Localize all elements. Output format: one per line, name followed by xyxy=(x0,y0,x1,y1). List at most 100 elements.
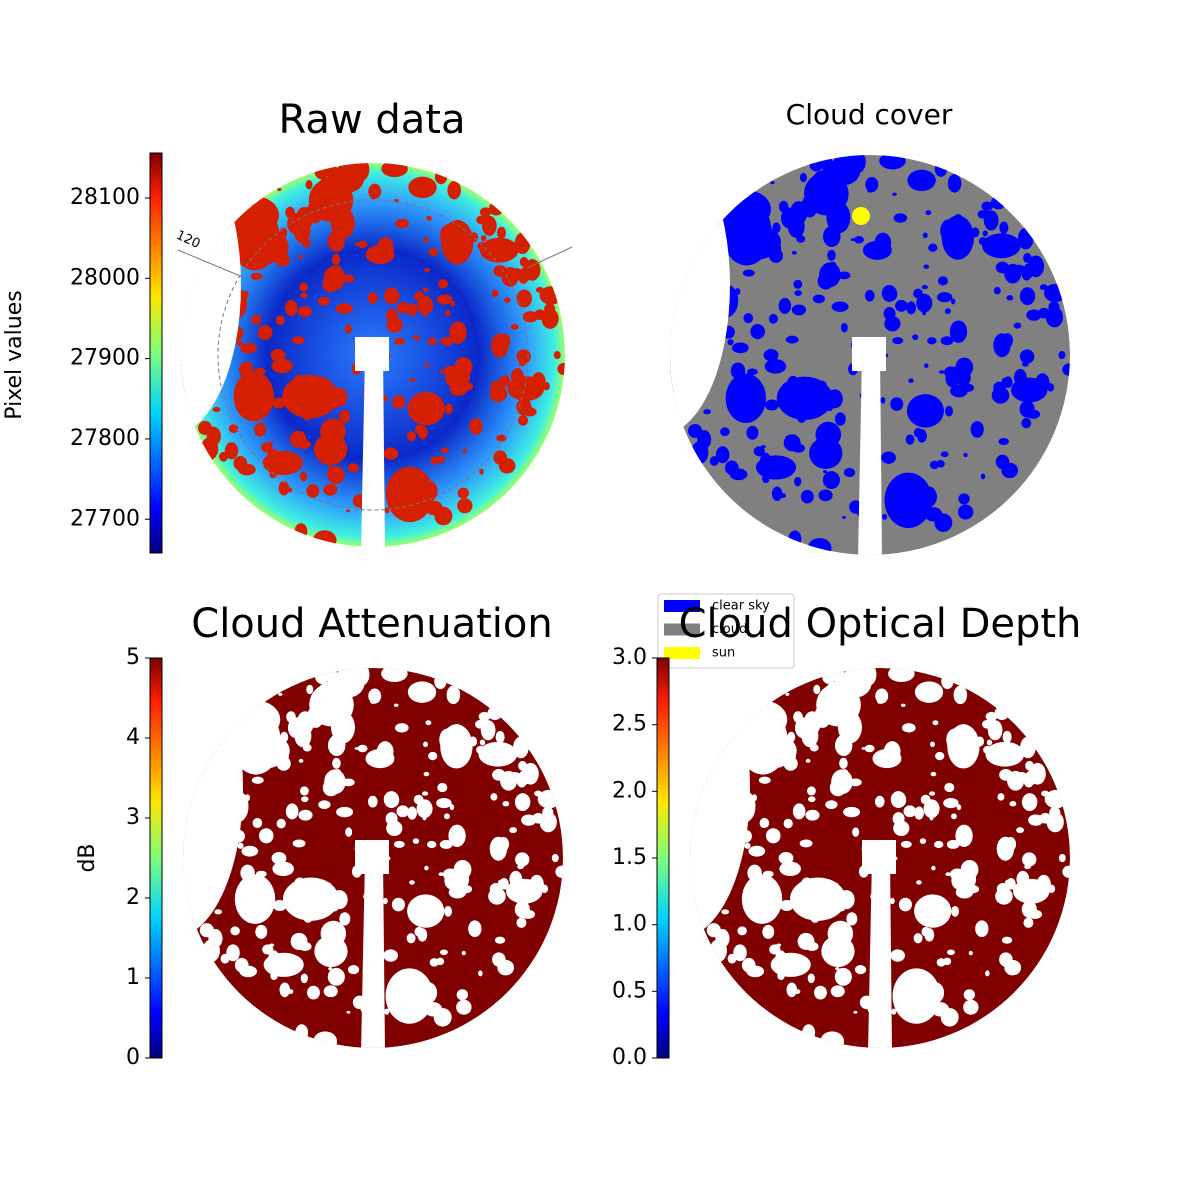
cloud-patch xyxy=(272,900,287,911)
cloud-patch xyxy=(787,215,805,238)
cloud-patch xyxy=(339,409,351,424)
cloud-patch xyxy=(943,797,959,809)
cloud-patch xyxy=(928,243,938,252)
cloud-patch xyxy=(895,299,908,312)
cloud-patch xyxy=(422,791,429,796)
cloud-patch xyxy=(294,724,312,748)
cloud-patch xyxy=(518,415,529,426)
cloud-patch xyxy=(982,230,988,237)
cloud-patch xyxy=(956,368,971,387)
cloud-patch xyxy=(920,904,926,909)
cloud-patch xyxy=(890,397,904,411)
cloud-patch xyxy=(237,842,244,849)
cloud-patch xyxy=(1048,301,1060,314)
cloud-patch xyxy=(735,288,741,296)
cloud-patch xyxy=(1009,801,1017,807)
cloud-patch xyxy=(706,923,721,938)
cloud-patch xyxy=(956,804,962,811)
cloud-patch xyxy=(914,681,944,703)
cloud-patch xyxy=(521,814,537,826)
cloud-patch xyxy=(479,237,519,263)
cloud-patch xyxy=(388,289,400,304)
cloud-patch xyxy=(251,776,264,784)
cloud-patch xyxy=(456,989,469,1001)
cloud-patch xyxy=(244,794,250,802)
cloud-patch xyxy=(212,406,221,413)
cloud-patch xyxy=(500,375,511,387)
cloud-patch xyxy=(236,339,243,346)
obstruction xyxy=(868,858,892,1048)
cloud-patch xyxy=(874,795,885,808)
cloud-patch xyxy=(323,483,338,496)
cloud-patch xyxy=(518,760,527,771)
cloud-patch xyxy=(931,865,936,871)
cloud-patch xyxy=(768,313,778,324)
cloud-patch xyxy=(791,304,807,316)
cloud-patch xyxy=(1002,730,1012,744)
cloud-patch xyxy=(781,381,794,397)
cloud-patch xyxy=(980,473,986,480)
cloud-patch xyxy=(1016,827,1024,834)
cloud-patch xyxy=(299,786,309,796)
cloud-patch xyxy=(874,232,892,254)
cloud-patch xyxy=(236,901,243,906)
cloud-patch xyxy=(444,309,451,316)
cloud-patch xyxy=(896,507,907,514)
cloud-patch xyxy=(778,200,789,213)
colorbar-tick-label: 1 xyxy=(126,965,140,990)
cloud-patch xyxy=(814,882,820,888)
cloud-patch xyxy=(1001,462,1019,479)
cloud-patch xyxy=(327,230,346,252)
cloud-patch xyxy=(842,515,847,519)
cloud-patch xyxy=(903,805,917,818)
cloud-patch xyxy=(384,507,390,514)
cloud-patch xyxy=(724,460,739,476)
cloud-patch xyxy=(254,422,267,437)
cloud-patch xyxy=(742,732,797,769)
cloud-patch xyxy=(957,504,974,520)
cloud-patch xyxy=(516,349,531,364)
cloud-patch xyxy=(436,294,453,305)
cloud-patch xyxy=(478,711,491,722)
cloud-patch xyxy=(306,684,314,695)
cloud-patch xyxy=(503,297,511,303)
cloud-patch xyxy=(491,886,496,891)
cloud-patch xyxy=(307,882,313,888)
cloud-patch xyxy=(1013,772,1029,783)
cloud-patch xyxy=(555,865,563,878)
cloud-patch xyxy=(434,169,448,185)
cloud-patch xyxy=(368,183,382,199)
cloud-patch xyxy=(913,933,923,944)
cloud-patch xyxy=(830,928,836,933)
colorbar-tick-label: 2 xyxy=(126,885,140,910)
cloud-patch xyxy=(540,884,549,893)
colorbar xyxy=(656,657,670,1059)
cloud-patch xyxy=(778,297,792,314)
cloud-patch xyxy=(932,720,939,726)
cloud-patch xyxy=(888,668,915,683)
cloud-patch xyxy=(332,673,347,691)
sun-marker xyxy=(852,207,870,225)
cloud-patch xyxy=(770,181,775,185)
cloud-patch xyxy=(940,219,958,242)
cloud-patch xyxy=(351,163,370,182)
cloud-patch xyxy=(417,295,434,315)
cloud-patch xyxy=(354,747,359,750)
cloud-patch xyxy=(793,279,803,289)
colorbar-label: Pixel values xyxy=(2,290,27,419)
cloud-patch xyxy=(914,894,952,928)
cloud-patch xyxy=(347,463,359,473)
cloud-patch xyxy=(394,703,399,707)
cloud-patch xyxy=(516,917,527,928)
cloud-patch xyxy=(906,301,917,315)
cloud-patch xyxy=(271,358,294,374)
cloud-patch xyxy=(819,262,841,288)
cloud-patch xyxy=(347,965,360,975)
cloud-patch xyxy=(1028,814,1044,826)
cloud-patch xyxy=(423,237,429,243)
cloud-patch xyxy=(396,805,410,818)
cloud-patch xyxy=(921,985,939,1005)
cloud-patch xyxy=(397,1002,408,1009)
cloud-patch xyxy=(730,362,746,380)
cloud-patch xyxy=(233,371,274,422)
